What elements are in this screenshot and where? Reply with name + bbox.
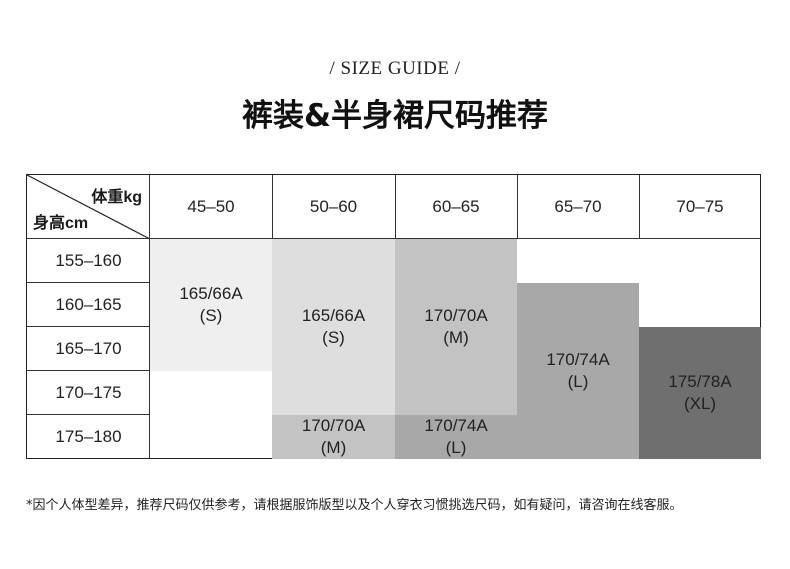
- grid-line: [272, 175, 273, 239]
- size-block-s-50-60: 165/66A (S): [272, 239, 395, 415]
- size-block-label: 170/74A: [546, 350, 610, 369]
- size-guide-subtitle: / SIZE GUIDE /: [329, 58, 461, 79]
- size-block-l-65-70: 170/74A (L): [517, 283, 639, 459]
- size-block-size: (XL): [683, 394, 717, 413]
- weight-col-header: 45–50: [187, 197, 235, 216]
- size-block-size: (S): [322, 328, 345, 347]
- disclaimer-note: *因个人体型差异，推荐尺码仅供参考，请根据服饰版型以及个人穿衣习惯挑选尺码，如有…: [26, 498, 683, 513]
- size-block-label: 165/66A: [179, 284, 243, 303]
- height-row-header: 170–175: [55, 383, 122, 402]
- size-block-s-45-50: 165/66A (S): [150, 239, 272, 371]
- size-block-l-60-65-tall: 170/74A (L): [395, 415, 517, 459]
- weight-col-header: 60–65: [432, 197, 480, 216]
- grid-line: [27, 238, 760, 239]
- grid-line: [395, 175, 396, 239]
- grid-line: [517, 175, 518, 239]
- height-row-header: 155–160: [55, 251, 122, 270]
- size-block-m-60-65: 170/70A (M): [395, 239, 517, 415]
- size-block-m-50-60-tall: 170/70A (M): [272, 415, 395, 459]
- weight-col-header: 65–70: [554, 197, 602, 216]
- page-title: 裤装&半身裙尺码推荐: [241, 98, 549, 134]
- weight-col-header: 50–60: [309, 197, 358, 216]
- size-block-label: 165/66A: [301, 306, 366, 325]
- size-block-size: (S): [199, 306, 223, 325]
- height-row-header: 160–165: [55, 295, 122, 314]
- size-block-label: 170/70A: [301, 416, 366, 435]
- size-block-label: 175/78A: [668, 372, 732, 391]
- size-block-label: 170/70A: [424, 306, 488, 325]
- size-table: 165/66A (S) 165/66A (S) 170/70A (M) 170/…: [26, 174, 761, 459]
- weight-col-header: 70–75: [676, 197, 724, 216]
- corner-header: 体重kg 身高cm: [27, 175, 150, 239]
- grid-line: [27, 326, 150, 327]
- grid-line: [639, 175, 640, 239]
- size-block-size: (M): [320, 438, 347, 457]
- grid-line: [27, 414, 150, 415]
- size-block-size: (L): [567, 372, 589, 391]
- height-header-label: 身高cm: [33, 215, 89, 232]
- size-block-size: (L): [445, 438, 467, 457]
- corner-diagonal: [27, 175, 150, 239]
- grid-line: [149, 175, 150, 458]
- size-block-xl-70-75: 175/78A (XL): [639, 327, 761, 459]
- grid-line: [27, 370, 150, 371]
- size-block-label: 170/74A: [424, 416, 488, 435]
- grid-line: [27, 282, 150, 283]
- size-block-size: (M): [443, 328, 469, 347]
- height-row-header: 165–170: [55, 339, 122, 358]
- height-row-header: 175–180: [55, 426, 122, 446]
- weight-header-label: 体重kg: [91, 189, 142, 206]
